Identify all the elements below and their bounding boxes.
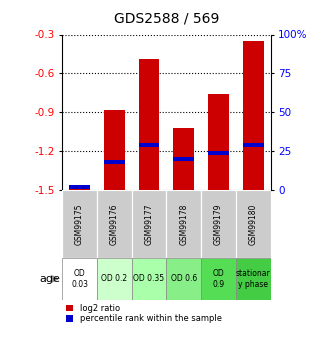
Bar	[139, 143, 160, 147]
Text: age: age	[39, 274, 61, 284]
Text: GSM99179: GSM99179	[214, 204, 223, 245]
Bar	[173, 157, 194, 161]
Bar	[166, 258, 201, 299]
Bar	[208, 151, 229, 155]
Text: OD
0.9: OD 0.9	[212, 269, 225, 289]
Bar	[97, 258, 132, 299]
Bar	[166, 190, 201, 258]
Bar	[173, 128, 194, 190]
Text: OD 0.35: OD 0.35	[133, 274, 165, 283]
Bar	[236, 190, 271, 258]
Bar	[69, 185, 90, 190]
Bar	[69, 185, 90, 189]
Bar	[132, 190, 166, 258]
Text: GSM99175: GSM99175	[75, 204, 84, 245]
Text: GSM99180: GSM99180	[249, 204, 258, 245]
Text: GSM99177: GSM99177	[145, 204, 154, 245]
Bar	[132, 258, 166, 299]
Text: GSM99178: GSM99178	[179, 204, 188, 245]
Bar	[62, 190, 97, 258]
Bar	[243, 143, 264, 147]
Text: OD 0.6: OD 0.6	[171, 274, 197, 283]
Bar	[62, 258, 97, 299]
Bar	[201, 190, 236, 258]
Bar	[139, 59, 160, 190]
Bar	[236, 258, 271, 299]
Text: GDS2588 / 569: GDS2588 / 569	[114, 12, 219, 26]
Bar	[104, 160, 125, 164]
Bar	[243, 41, 264, 190]
Bar	[208, 94, 229, 190]
Text: GSM99176: GSM99176	[110, 204, 119, 245]
Text: stationar
y phase: stationar y phase	[236, 269, 271, 289]
Text: OD 0.2: OD 0.2	[101, 274, 128, 283]
Bar	[104, 110, 125, 190]
Bar	[201, 258, 236, 299]
Legend: log2 ratio, percentile rank within the sample: log2 ratio, percentile rank within the s…	[66, 304, 222, 323]
Text: OD
0.03: OD 0.03	[71, 269, 88, 289]
Bar	[97, 190, 132, 258]
